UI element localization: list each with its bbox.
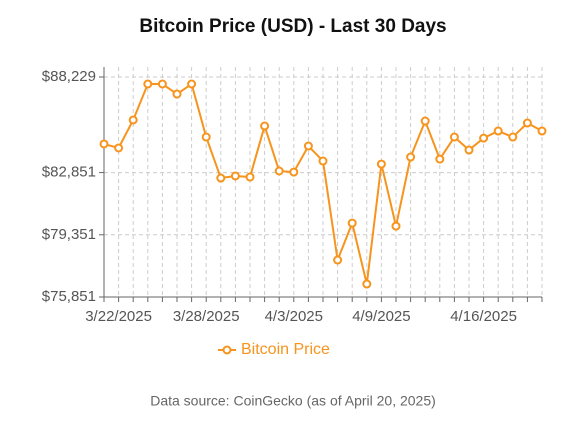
data-point (435, 154, 445, 164)
data-point (406, 152, 416, 162)
data-point (318, 156, 328, 166)
data-point (216, 173, 226, 183)
data-point (99, 139, 109, 149)
y-tick-label: $75,851 (42, 288, 96, 305)
data-point (537, 126, 547, 136)
data-point (479, 133, 489, 143)
x-tick-label: 4/16/2025 (450, 308, 517, 325)
data-point (391, 221, 401, 231)
x-tick-label: 4/3/2025 (265, 308, 323, 325)
data-point (128, 115, 138, 125)
chart-title: Bitcoin Price (USD) - Last 30 Days (139, 16, 446, 37)
data-point (449, 132, 459, 142)
data-point (347, 218, 357, 228)
data-point (333, 255, 343, 265)
data-point (493, 126, 503, 136)
y-tick-label: $88,229 (42, 68, 96, 85)
y-tick-label: $79,351 (42, 226, 96, 243)
data-point (508, 132, 518, 142)
x-tick-label: 4/9/2025 (352, 308, 410, 325)
data-point (274, 166, 284, 176)
data-point (464, 145, 474, 155)
data-point (522, 118, 532, 128)
data-point (143, 79, 153, 89)
data-point (362, 279, 372, 289)
x-tick-label: 3/22/2025 (85, 308, 152, 325)
data-point (303, 141, 313, 151)
data-point (245, 172, 255, 182)
y-tick-label: $82,851 (42, 164, 96, 181)
data-point (157, 79, 167, 89)
data-point (230, 171, 240, 181)
data-point (376, 159, 386, 169)
legend-label: Bitcoin Price (241, 341, 330, 358)
data-point (260, 121, 270, 131)
data-point (172, 89, 182, 99)
price-line (103, 82, 543, 285)
data-point (201, 132, 211, 142)
source-note: Data source: CoinGecko (as of April 20, … (150, 393, 436, 409)
legend-marker (222, 345, 232, 355)
data-point (289, 167, 299, 177)
x-tick-label: 3/28/2025 (173, 308, 240, 325)
data-point (187, 79, 197, 89)
data-point (420, 116, 430, 126)
data-point (114, 143, 124, 153)
